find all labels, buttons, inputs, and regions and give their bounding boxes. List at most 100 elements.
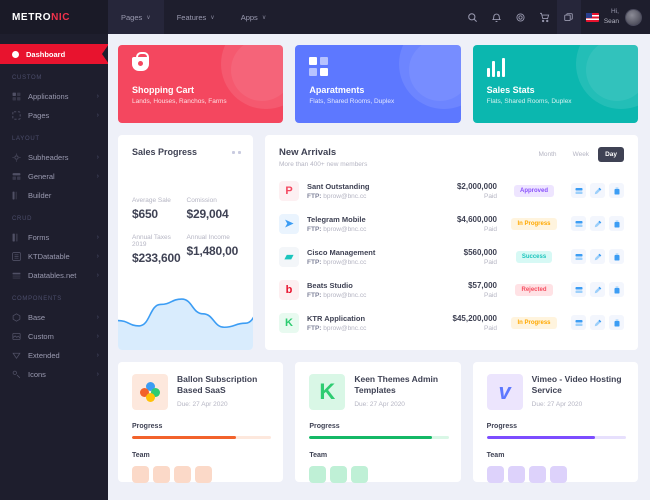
sidebar-item-general[interactable]: General › — [0, 167, 108, 186]
team-avatar[interactable] — [330, 466, 348, 483]
team-avatar[interactable] — [195, 466, 212, 483]
edit-button[interactable] — [590, 216, 605, 231]
team-avatar[interactable] — [174, 466, 191, 483]
sidebar-item-label: Base — [28, 313, 46, 322]
table-row[interactable]: b Beats Studio FTP: bprow@bnc.cc $57,000 Pai… — [279, 273, 624, 306]
team-avatar[interactable] — [549, 466, 567, 483]
sidebar-item-subheaders[interactable]: Subheaders › — [0, 148, 108, 167]
chevron-right-icon: › — [96, 314, 99, 321]
table-row[interactable]: K KTR Application FTP: bprow@bnc.cc $45,200… — [279, 306, 624, 339]
sidebar-item-pages[interactable]: Pages › — [0, 106, 108, 125]
sidebar-item-label: Applications — [28, 92, 69, 101]
email-label: FTP: — [307, 258, 322, 266]
stat-card-shopping-cart[interactable]: Shopping Cart Lands, Houses, Ranchos, Far… — [118, 45, 284, 123]
company-name: Beats Studio — [307, 280, 353, 290]
view-button[interactable] — [571, 315, 586, 330]
new-arrivals-subtitle: More than 400+ new members — [279, 161, 368, 168]
edit-button[interactable] — [590, 282, 605, 297]
applications-icon — [12, 92, 21, 101]
sidebar-item-dashboard[interactable]: Dashboard — [0, 44, 108, 64]
status-badge-wrap: In Progress — [505, 316, 563, 329]
status-badge: In Progress — [511, 217, 557, 230]
chevron-right-icon: › — [96, 352, 99, 359]
team-avatar[interactable] — [309, 466, 327, 483]
sidebar-item-label: Datatables.net — [28, 271, 77, 280]
view-button[interactable] — [571, 282, 586, 297]
search-icon[interactable] — [461, 0, 485, 34]
delete-button[interactable] — [609, 249, 624, 264]
sidebar-item-custom[interactable]: Custom › — [0, 327, 108, 346]
sidebar-item-applications[interactable]: Applications › — [0, 87, 108, 106]
team-avatar[interactable] — [351, 466, 369, 483]
topnav-item-features[interactable]: Features ∨ — [164, 0, 228, 34]
greeting-text: Hi, — [611, 8, 619, 16]
edit-button[interactable] — [590, 183, 605, 198]
delete-button[interactable] — [609, 282, 624, 297]
sidebar-item-icons[interactable]: Icons › — [0, 365, 108, 384]
team-avatar[interactable] — [528, 466, 546, 483]
project-card[interactable]: K Keen Themes Admin Templates Due: 27 Apr … — [295, 362, 461, 483]
sidebar-item-builder[interactable]: Builder — [0, 186, 108, 205]
row-actions — [571, 282, 624, 297]
project-name: Keen Themes Admin Templates — [354, 374, 439, 396]
avatar[interactable] — [625, 8, 642, 26]
email-value: bprow@bnc.cc — [323, 192, 367, 200]
delete-button[interactable] — [609, 216, 624, 231]
team-avatar[interactable] — [132, 466, 149, 483]
us-flag-icon[interactable] — [585, 12, 599, 22]
edit-button[interactable] — [590, 315, 605, 330]
team-avatar[interactable] — [486, 466, 504, 483]
view-button[interactable] — [571, 249, 586, 264]
topbar: Pages ∨ Features ∨ Apps ∨ — [108, 0, 650, 34]
period-tab-week[interactable]: Week — [572, 151, 590, 158]
team-avatar[interactable] — [507, 466, 525, 483]
row-actions — [571, 183, 624, 198]
sidebar: METRONIC Dashboard CUSTOM Applications › Pa… — [0, 0, 108, 500]
stat-card-sales-stats[interactable]: Sales Stats Flats, Shared Rooms, Duplex — [472, 45, 638, 123]
dashboard-icon — [12, 50, 19, 58]
delete-button[interactable] — [609, 315, 624, 330]
view-button[interactable] — [571, 216, 586, 231]
sidebar-item-base[interactable]: Base › — [0, 308, 108, 327]
icons-icon — [12, 370, 21, 379]
datatables-icon — [12, 271, 21, 280]
cart-icon[interactable] — [533, 0, 557, 34]
layers-icon[interactable] — [556, 0, 581, 34]
sidebar-item-ktdatatable[interactable]: KTDatatable › — [0, 247, 108, 266]
period-tab-month[interactable]: Month — [538, 151, 557, 158]
sidebar-item-datatables-net[interactable]: Datatables.net › — [0, 266, 108, 285]
team-avatars — [132, 466, 271, 483]
edit-button[interactable] — [590, 249, 605, 264]
delete-button[interactable] — [609, 183, 624, 198]
email-label: FTP: — [307, 291, 322, 299]
topnav-item-apps[interactable]: Apps ∨ — [228, 0, 280, 34]
email-value: bprow@bnc.cc — [323, 324, 367, 332]
bell-icon[interactable] — [485, 0, 509, 34]
table-row[interactable]: ➤ Telegram Mobile FTP: bprow@bnc.cc $4,600,… — [279, 207, 624, 240]
brand-logo[interactable]: METRONIC — [0, 0, 108, 34]
sidebar-item-label: Forms — [28, 233, 50, 242]
sidebar-item-extended[interactable]: Extended › — [0, 346, 108, 365]
new-arrivals-header: New Arrivals More than 400+ new members … — [279, 147, 624, 168]
email-value: bprow@bnc.cc — [323, 258, 367, 266]
project-card[interactable]: v Vimeo - Video Hosting Service Due: 27 Ap… — [472, 362, 638, 483]
sidebar-item-label: Subheaders — [28, 153, 69, 162]
team-avatar[interactable] — [153, 466, 170, 483]
row-info: KTR Application FTP: bprow@bnc.cc — [307, 314, 415, 332]
table-row[interactable]: P Sant Outstanding FTP: bprow@bnc.cc $2,000… — [279, 174, 624, 207]
project-card[interactable]: Ballon Subscription Based SaaS Due: 27 Ap… — [118, 362, 284, 483]
basket-icon — [132, 52, 149, 71]
more-options-icon[interactable] — [232, 147, 241, 154]
gear-icon[interactable] — [509, 0, 533, 34]
sidebar-item-forms[interactable]: Forms › — [0, 228, 108, 247]
table-row[interactable]: ▰ Cisco Management FTP: bprow@bnc.cc $560,0… — [279, 240, 624, 273]
row-amount: $57,000 Paid — [423, 281, 497, 299]
topnav-item-pages[interactable]: Pages ∨ — [108, 0, 164, 34]
view-button[interactable] — [571, 183, 586, 198]
chevron-right-icon: › — [96, 253, 99, 260]
sales-progress-header: Sales Progress — [118, 135, 253, 157]
stat-card-aparatments[interactable]: Aparatments Flats, Shared Rooms, Duplex — [295, 45, 461, 123]
new-arrivals-title: New Arrivals — [279, 147, 337, 158]
period-tab-day[interactable]: Day — [598, 147, 624, 162]
